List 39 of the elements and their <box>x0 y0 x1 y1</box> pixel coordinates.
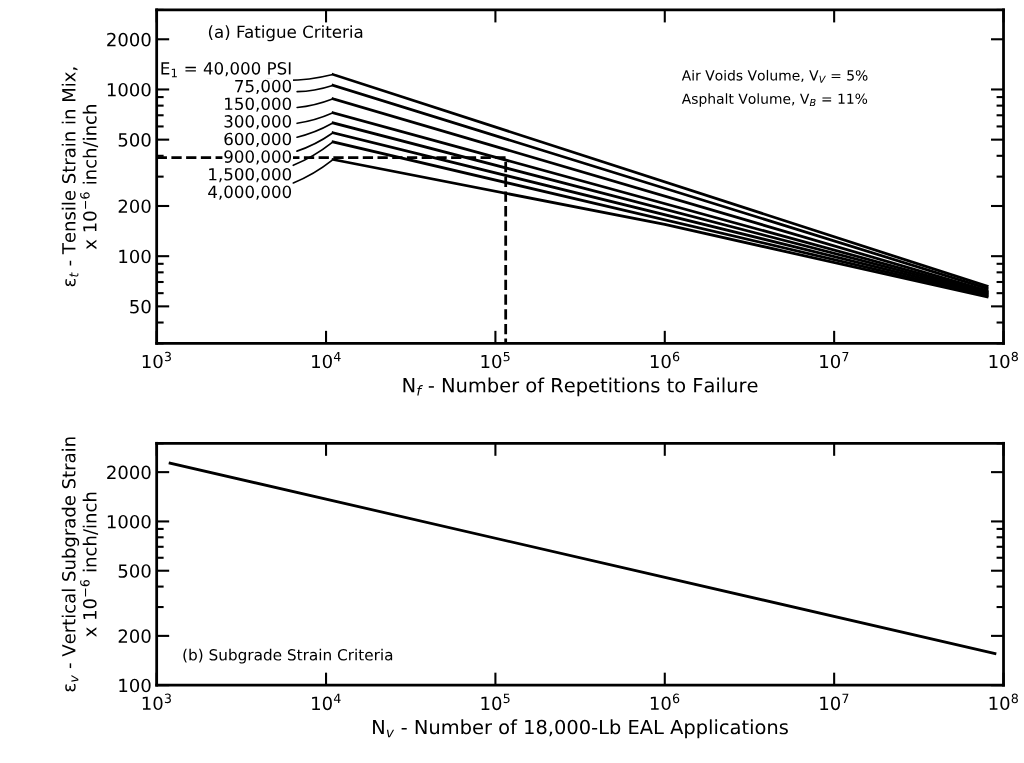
y-tick-label: 500 <box>118 564 151 578</box>
text: E$_{1}$ = 40,000 PSI <box>161 62 291 78</box>
annotation: (a) Fatigue Criteria <box>208 25 363 42</box>
x-tick-label: 10$^{7}$ <box>820 693 849 711</box>
y-tick-label: 50 <box>130 299 151 314</box>
legend-label: 300,000 <box>224 115 292 130</box>
x-tick-label: 10$^{7}$ <box>820 351 849 369</box>
y-tick-label: 2000 <box>107 465 151 480</box>
legend-label: 600,000 <box>224 132 292 147</box>
annotation: Asphalt Volume, V$_{B}$ = 11% <box>681 93 868 107</box>
legend-label: 1,500,000 <box>209 167 292 183</box>
y-tick-label: 500 <box>118 133 151 147</box>
x-tick-label: 10$^{5}$ <box>481 351 510 369</box>
text: 4,000,000 <box>208 185 292 200</box>
y-tick-label: 100 <box>119 678 151 693</box>
x-axis-title: N$_{v}$ - Number of 18,000-Lb EAL Applications <box>373 719 788 739</box>
y-tick-label: 200 <box>118 199 151 214</box>
y-tick-label: 200 <box>118 629 151 643</box>
y-axis-title: ε$_{v}$ - Vertical Subgrade Strain x 10$^{−6}$ inch/inch <box>61 437 99 692</box>
x-tick-label: 10$^{3}$ <box>142 351 171 369</box>
y-tick-label: 1000 <box>107 82 151 97</box>
x-tick-label: 10$^{4}$ <box>312 351 341 369</box>
x-tick-label: 10$^{4}$ <box>312 693 341 711</box>
x-tick-label: 10$^{8}$ <box>989 693 1018 711</box>
x-tick-label: 10$^{6}$ <box>650 351 680 369</box>
x-tick-label: 10$^{3}$ <box>142 693 171 711</box>
annotation: (b) Subgrade Strain Criteria <box>183 648 393 664</box>
annotation: Air Voids Volume, V$_{V}$ = 5% <box>681 69 868 83</box>
x-tick-label: 10$^{6}$ <box>650 693 680 711</box>
x-tick-label: 10$^{5}$ <box>481 693 510 711</box>
x-axis-title: N$_{f}$ - Number of Repetitions to Failure <box>403 377 758 397</box>
y-axis-title: ε$_{t}$ - Tensile Strain in Mix, x 10$^{−6}$ inch/inch <box>61 67 99 287</box>
y-tick-label: 100 <box>119 249 151 264</box>
y-tick-label: 2000 <box>107 32 151 47</box>
x-tick-label: 10$^{8}$ <box>989 351 1018 369</box>
legend-label: 900,000 <box>224 150 292 165</box>
text: 150,000 <box>225 97 292 112</box>
text: 75,000 <box>235 79 292 95</box>
y-tick-label: 1000 <box>107 514 151 529</box>
